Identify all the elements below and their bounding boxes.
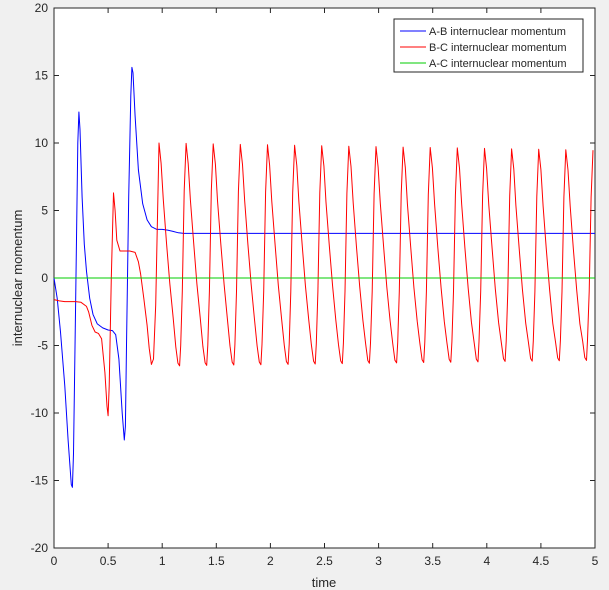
x-tick-label: 4: [483, 554, 490, 568]
y-tick-label: -10: [31, 406, 49, 420]
legend-label-0: A-B internuclear momentum: [429, 26, 566, 38]
x-axis-label: time: [312, 575, 337, 590]
x-tick-label: 2.5: [316, 554, 333, 568]
y-tick-label: 20: [35, 1, 49, 15]
x-tick-label: 0.5: [100, 554, 117, 568]
x-tick-label: 5: [592, 554, 599, 568]
y-tick-label: 0: [41, 271, 48, 285]
axis-ticks: [53, 7, 596, 549]
x-tick-label: 2: [267, 554, 274, 568]
x-tick-label: 1.5: [208, 554, 225, 568]
x-tick-label: 3: [375, 554, 382, 568]
y-tick-label: 10: [35, 136, 49, 150]
x-tick-label: 4.5: [533, 554, 550, 568]
legend: A-B internuclear momentum B-C internucle…: [393, 18, 584, 73]
y-tick-label: -20: [31, 541, 49, 555]
x-tick-label: 1: [159, 554, 166, 568]
series-line-a-b-internuclear-momentum: [53, 66, 595, 488]
series-lines: [53, 66, 595, 488]
legend-label-1: B-C internuclear momentum: [429, 42, 567, 54]
x-tick-label: 3.5: [424, 554, 441, 568]
y-tick-label: 15: [35, 69, 49, 83]
legend-label-2: A-C internuclear momentum: [429, 58, 567, 70]
y-tick-labels: -20 -15 -10 -5 0 5 10 15 20: [31, 1, 49, 555]
x-tick-label: 0: [51, 554, 58, 568]
y-tick-label: 5: [41, 204, 48, 218]
y-axis-label: internuclear momentum: [10, 210, 25, 347]
series-line-b-c-internuclear-momentum: [53, 142, 594, 417]
x-tick-labels: 0 0.5 1 1.5 2 2.5 3 3.5 4 4.5 5: [51, 554, 599, 568]
y-tick-label: -5: [37, 339, 48, 353]
y-tick-label: -15: [31, 474, 49, 488]
